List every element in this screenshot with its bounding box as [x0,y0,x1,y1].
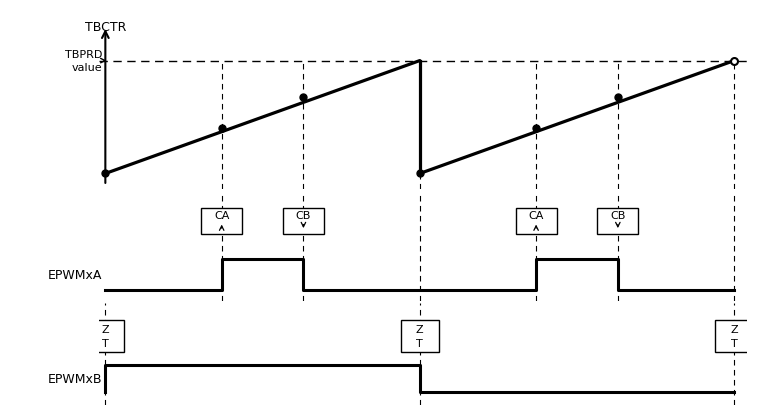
Text: CA: CA [528,211,544,221]
Text: T: T [731,338,738,348]
Text: CB: CB [610,211,626,221]
Text: EPWMxA: EPWMxA [48,268,102,281]
Bar [597,208,639,234]
Text: T: T [416,338,423,348]
Text: Z: Z [416,324,424,334]
Bar [86,320,124,352]
Bar [716,320,753,352]
Text: Z: Z [101,324,109,334]
Text: TBPRD
value: TBPRD value [65,50,102,73]
Bar [283,208,324,234]
Text: CA: CA [214,211,229,221]
Text: Z: Z [730,324,738,334]
Text: CB: CB [296,211,311,221]
Bar [401,320,439,352]
Text: T: T [102,338,109,348]
Text: TBCTR: TBCTR [85,21,126,34]
Bar [201,208,242,234]
Bar [516,208,556,234]
Text: EPWMxB: EPWMxB [48,372,102,385]
